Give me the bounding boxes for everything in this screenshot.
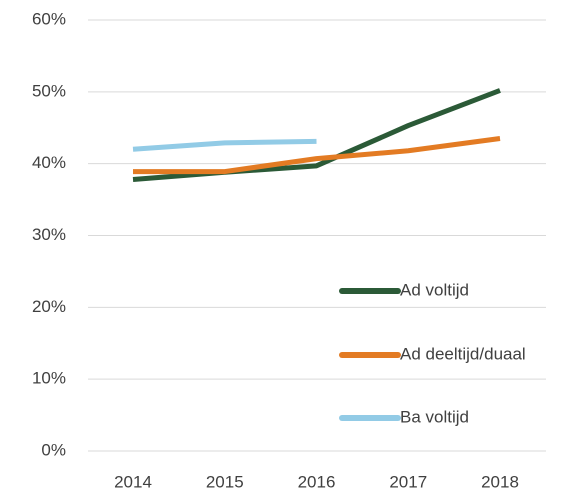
legend-label: Ad deeltijd/duaal	[400, 344, 526, 363]
legend-label: Ba voltijd	[400, 407, 469, 426]
x-tick-label: 2015	[206, 472, 244, 491]
series-line	[132, 88, 501, 182]
y-tick-label: 20%	[32, 297, 66, 316]
series-line	[133, 136, 501, 175]
x-tick-label: 2018	[481, 472, 519, 491]
series-line	[132, 138, 317, 152]
y-tick-label: 60%	[32, 9, 66, 28]
x-tick-label: 2016	[298, 472, 336, 491]
x-tick-label: 2017	[389, 472, 427, 491]
y-tick-label: 10%	[32, 369, 66, 388]
x-tick-label: 2014	[114, 472, 152, 491]
legend-label: Ad voltijd	[400, 280, 469, 299]
y-tick-label: 0%	[41, 440, 66, 459]
y-tick-label: 30%	[32, 225, 66, 244]
y-tick-label: 40%	[32, 153, 66, 172]
y-tick-label: 50%	[32, 81, 66, 100]
